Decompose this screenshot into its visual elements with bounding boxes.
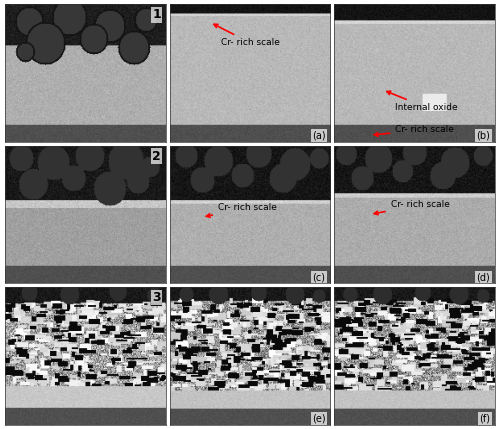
Text: Cr- rich scale: Cr- rich scale	[374, 200, 450, 215]
Text: (a): (a)	[312, 131, 326, 141]
Text: Cr- rich scale: Cr- rich scale	[206, 203, 276, 218]
Text: 2: 2	[152, 150, 161, 163]
Text: (d): (d)	[476, 272, 490, 282]
Text: Cr- rich scale: Cr- rich scale	[214, 24, 280, 47]
Text: (b): (b)	[476, 131, 490, 141]
Text: (c): (c)	[312, 272, 326, 282]
Text: Cr- rich scale: Cr- rich scale	[374, 125, 454, 136]
Text: (e): (e)	[312, 413, 326, 423]
Text: 1: 1	[152, 9, 161, 21]
Text: Internal oxide: Internal oxide	[387, 91, 458, 112]
Text: (f): (f)	[479, 413, 490, 423]
Text: 3: 3	[152, 291, 161, 304]
